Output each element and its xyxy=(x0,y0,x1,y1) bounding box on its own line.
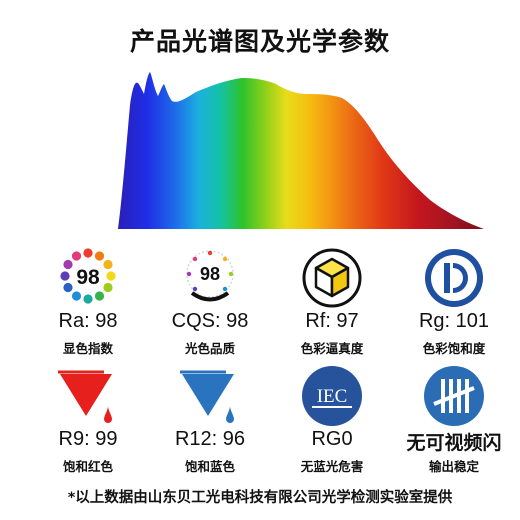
cqs-badge-icon: 98 xyxy=(186,250,234,302)
rg-value: Rg: 101 xyxy=(418,310,490,332)
red-paint-bucket-icon xyxy=(58,370,112,423)
page-title: 产品光谱图及光学参数 xyxy=(129,27,390,56)
rg-label: 色彩饱和度 xyxy=(422,341,486,356)
flicker-label: 输出稳定 xyxy=(428,459,479,474)
cqs-badge-text: 98 xyxy=(200,264,220,284)
rg0-value: RG0 xyxy=(311,428,353,450)
r12-label: 饱和蓝色 xyxy=(184,459,235,474)
r9-value: R9: 99 xyxy=(58,428,118,450)
spectrum-graph xyxy=(118,72,484,229)
iec-logo-icon: IEC xyxy=(302,366,362,426)
r12-value: R12: 96 xyxy=(174,428,246,450)
cube-icon xyxy=(302,248,362,308)
r9-label: 饱和红色 xyxy=(62,459,113,474)
flicker-value: 无可视频闪 xyxy=(406,432,502,454)
cqs-label: 光色品质 xyxy=(184,341,235,356)
ra-value: Ra: 98 xyxy=(58,310,118,332)
iec-badge-text: IEC xyxy=(317,386,348,407)
footnote: *以上数据由山东贝工光电科技有限公司光学检测实验室提供 xyxy=(67,490,453,506)
spectrum-area xyxy=(118,72,484,229)
ra-badge-text: 98 xyxy=(76,266,100,289)
rg-half-circle-icon xyxy=(425,249,483,307)
blue-paint-bucket-icon xyxy=(180,370,234,423)
no-flicker-icon xyxy=(424,366,484,426)
cqs-value: CQS: 98 xyxy=(171,310,249,332)
ra-label: 显色指数 xyxy=(62,341,113,356)
color-wheel-icon: 98 xyxy=(60,248,116,304)
rf-label: 色彩逼真度 xyxy=(300,341,364,356)
rf-value: Rf: 97 xyxy=(305,310,359,332)
rg0-label: 无蓝光危害 xyxy=(300,459,364,474)
